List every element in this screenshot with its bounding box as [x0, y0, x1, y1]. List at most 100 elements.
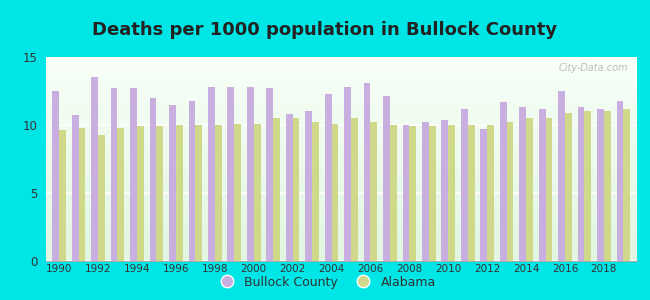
- Bar: [46, 110, 637, 112]
- Bar: [46, 249, 637, 251]
- Bar: [46, 200, 637, 202]
- Bar: [312, 122, 319, 261]
- Bar: [234, 124, 241, 261]
- Bar: [46, 67, 637, 69]
- Bar: [500, 102, 506, 261]
- Bar: [46, 133, 637, 134]
- Bar: [176, 125, 183, 261]
- Bar: [46, 130, 637, 133]
- Bar: [46, 218, 637, 220]
- Bar: [46, 165, 637, 167]
- Bar: [46, 139, 637, 141]
- Bar: [46, 245, 637, 247]
- Bar: [46, 63, 637, 65]
- Bar: [545, 118, 552, 261]
- Bar: [46, 194, 637, 196]
- Bar: [150, 98, 157, 261]
- Bar: [46, 230, 637, 232]
- Bar: [46, 82, 637, 83]
- Bar: [390, 125, 396, 261]
- Bar: [46, 88, 637, 90]
- Bar: [46, 226, 637, 228]
- Bar: [46, 175, 637, 177]
- Bar: [46, 126, 637, 128]
- Bar: [46, 177, 637, 179]
- Bar: [46, 173, 637, 175]
- Bar: [46, 167, 637, 169]
- Bar: [46, 143, 637, 145]
- Bar: [46, 220, 637, 222]
- Bar: [480, 129, 488, 261]
- Bar: [46, 92, 637, 94]
- Bar: [506, 122, 514, 261]
- Bar: [325, 94, 332, 261]
- Bar: [46, 112, 637, 114]
- Bar: [429, 126, 436, 261]
- Bar: [46, 151, 637, 153]
- Bar: [46, 163, 637, 165]
- Bar: [46, 96, 637, 98]
- Bar: [169, 105, 176, 261]
- Bar: [46, 116, 637, 118]
- Bar: [363, 83, 370, 261]
- Bar: [46, 159, 637, 161]
- Bar: [273, 118, 280, 261]
- Bar: [46, 171, 637, 173]
- Bar: [111, 88, 118, 261]
- Bar: [604, 111, 611, 261]
- Bar: [46, 124, 637, 126]
- Bar: [46, 243, 637, 245]
- Bar: [46, 155, 637, 157]
- Bar: [208, 87, 214, 261]
- Bar: [46, 169, 637, 171]
- Bar: [292, 118, 300, 261]
- Bar: [286, 114, 292, 261]
- Bar: [46, 141, 637, 143]
- Bar: [46, 108, 637, 110]
- Bar: [46, 85, 637, 88]
- Bar: [46, 214, 637, 216]
- Bar: [46, 71, 637, 73]
- Bar: [46, 247, 637, 249]
- Bar: [46, 90, 637, 92]
- Bar: [214, 125, 222, 261]
- Bar: [46, 77, 637, 80]
- Legend: Bullock County, Alabama: Bullock County, Alabama: [209, 271, 441, 294]
- Bar: [79, 128, 85, 261]
- Bar: [461, 109, 468, 261]
- Bar: [195, 125, 202, 261]
- Bar: [46, 69, 637, 71]
- Bar: [46, 83, 637, 85]
- Bar: [332, 124, 339, 261]
- Bar: [468, 125, 474, 261]
- Bar: [46, 114, 637, 116]
- Bar: [46, 210, 637, 212]
- Bar: [46, 224, 637, 226]
- Bar: [91, 77, 98, 261]
- Bar: [46, 228, 637, 230]
- Bar: [410, 126, 416, 261]
- Bar: [539, 109, 545, 261]
- Bar: [46, 259, 637, 261]
- Bar: [46, 208, 637, 210]
- Bar: [46, 204, 637, 206]
- Bar: [526, 118, 533, 261]
- Bar: [46, 161, 637, 163]
- Bar: [584, 111, 592, 261]
- Bar: [46, 188, 637, 190]
- Bar: [254, 124, 261, 261]
- Bar: [46, 61, 637, 63]
- Bar: [247, 87, 254, 261]
- Bar: [558, 91, 565, 261]
- Bar: [46, 157, 637, 159]
- Bar: [46, 255, 637, 257]
- Bar: [46, 192, 637, 194]
- Bar: [46, 198, 637, 200]
- Bar: [46, 145, 637, 147]
- Bar: [383, 96, 390, 261]
- Bar: [46, 182, 637, 184]
- Bar: [46, 216, 637, 218]
- Bar: [188, 100, 195, 261]
- Bar: [227, 87, 234, 261]
- Bar: [46, 202, 637, 204]
